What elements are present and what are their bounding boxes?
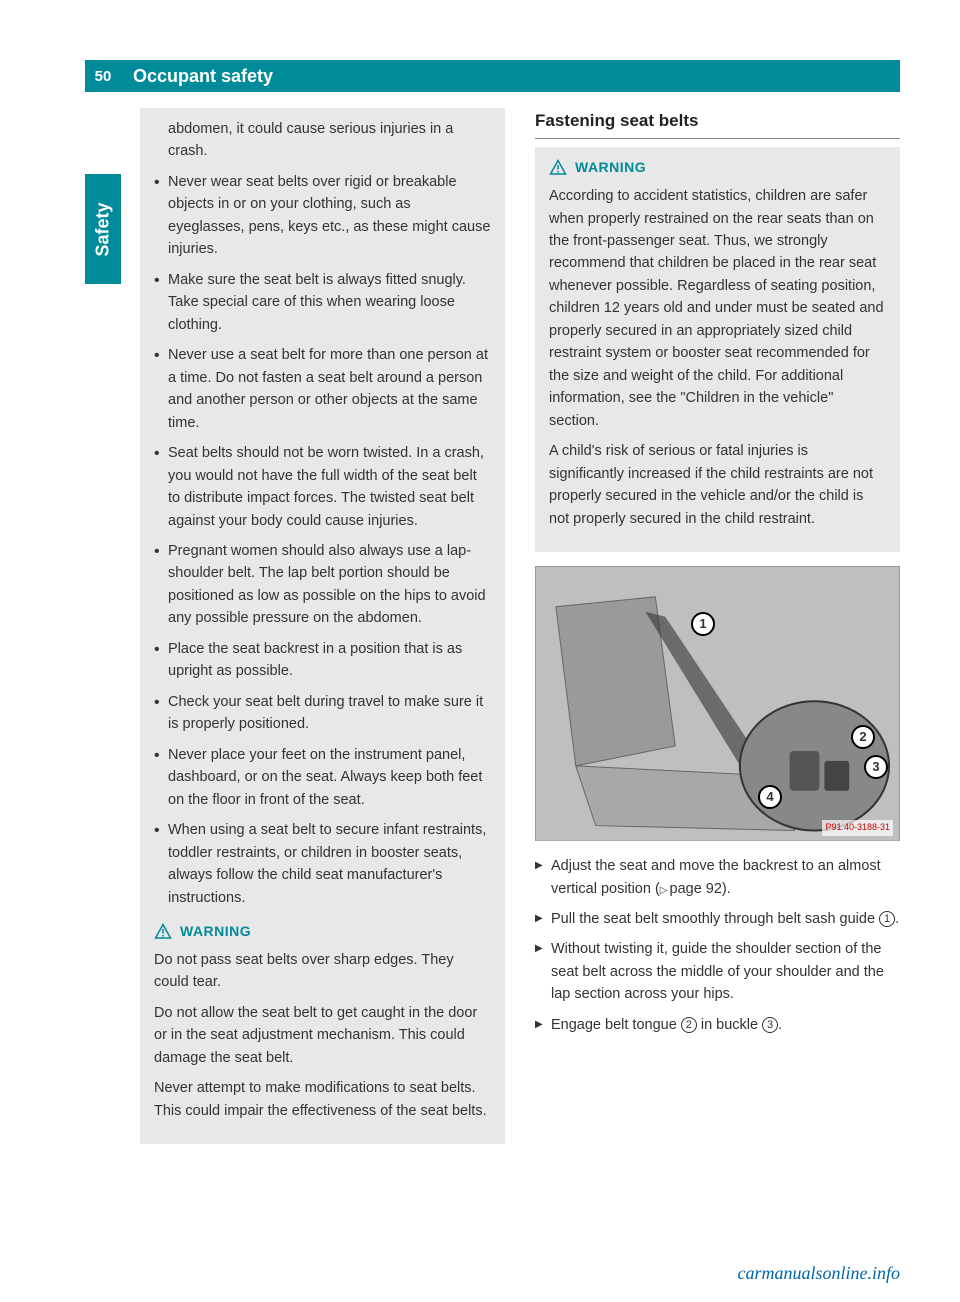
warning-intro-text: abdomen, it could cause serious injuries… <box>154 118 491 163</box>
warning-header: WARNING <box>154 921 491 943</box>
step-item: Pull the seat belt smoothly through belt… <box>535 908 900 930</box>
step-item: Without twisting it, guide the shoulder … <box>535 938 900 1005</box>
bullet-item: Never use a seat belt for more than one … <box>154 344 491 434</box>
seatbelt-figure: 1 2 3 4 P91.40-3188-31 <box>535 566 900 841</box>
warning-box-right: WARNING According to accident statistics… <box>535 147 900 552</box>
callout-1: 1 <box>691 612 715 636</box>
bullet-item: Make sure the seat belt is always fitted… <box>154 269 491 336</box>
seat-sketch <box>536 567 899 840</box>
bullet-item: Place the seat backrest in a position th… <box>154 638 491 683</box>
step-item: Engage belt tongue 2 in buckle 3. <box>535 1014 900 1036</box>
warning-paragraph: A child's risk of serious or fatal injur… <box>549 440 886 530</box>
bullet-item: Pregnant women should also always use a … <box>154 540 491 630</box>
warning-paragraph: Never attempt to make modifications to s… <box>154 1077 491 1122</box>
warning-paragraph: According to accident statistics, childr… <box>549 185 886 432</box>
bullet-item: Never wear seat belts over rigid or brea… <box>154 171 491 261</box>
bullet-item: When using a seat belt to secure infant … <box>154 819 491 909</box>
step-list: Adjust the seat and move the backrest to… <box>535 855 900 1036</box>
left-column: abdomen, it could cause serious injuries… <box>140 108 505 1144</box>
circled-ref: 1 <box>879 911 895 927</box>
bullet-list: Never wear seat belts over rigid or brea… <box>154 171 491 909</box>
side-tab-label: Safety <box>93 202 114 256</box>
warning-label: WARNING <box>180 921 251 943</box>
warning-box-continued: abdomen, it could cause serious injuries… <box>140 108 505 1144</box>
warning-triangle-icon <box>549 159 567 177</box>
section-title: Fastening seat belts <box>535 108 900 139</box>
header-title: Occupant safety <box>121 66 273 87</box>
side-tab: Safety <box>85 174 121 284</box>
page-number: 50 <box>85 60 121 92</box>
warning-2-body: Do not pass seat belts over sharp edges.… <box>154 949 491 1122</box>
circled-ref: 2 <box>681 1017 697 1033</box>
callout-2: 2 <box>851 725 875 749</box>
warning-triangle-icon <box>154 923 172 941</box>
step-item: Adjust the seat and move the backrest to… <box>535 855 900 900</box>
footer-link[interactable]: carmanualsonline.info <box>738 1263 901 1284</box>
callout-3: 3 <box>864 755 888 779</box>
figure-label: P91.40-3188-31 <box>822 820 893 836</box>
bullet-item: Never place your feet on the instrument … <box>154 744 491 811</box>
circled-ref: 3 <box>762 1017 778 1033</box>
callout-4: 4 <box>758 785 782 809</box>
bullet-item: Seat belts should not be worn twisted. I… <box>154 442 491 532</box>
warning-label: WARNING <box>575 157 646 179</box>
bullet-item: Check your seat belt during travel to ma… <box>154 691 491 736</box>
warning-paragraph: Do not pass seat belts over sharp edges.… <box>154 949 491 994</box>
warning-right-body: According to accident statistics, childr… <box>549 185 886 530</box>
content-area: abdomen, it could cause serious injuries… <box>140 108 900 1144</box>
header-bar: 50 Occupant safety <box>85 60 900 92</box>
warning-paragraph: Do not allow the seat belt to get caught… <box>154 1002 491 1069</box>
page-ref: page 92 <box>660 881 722 897</box>
warning-header-right: WARNING <box>549 157 886 179</box>
right-column: Fastening seat belts WARNING According t… <box>535 108 900 1144</box>
